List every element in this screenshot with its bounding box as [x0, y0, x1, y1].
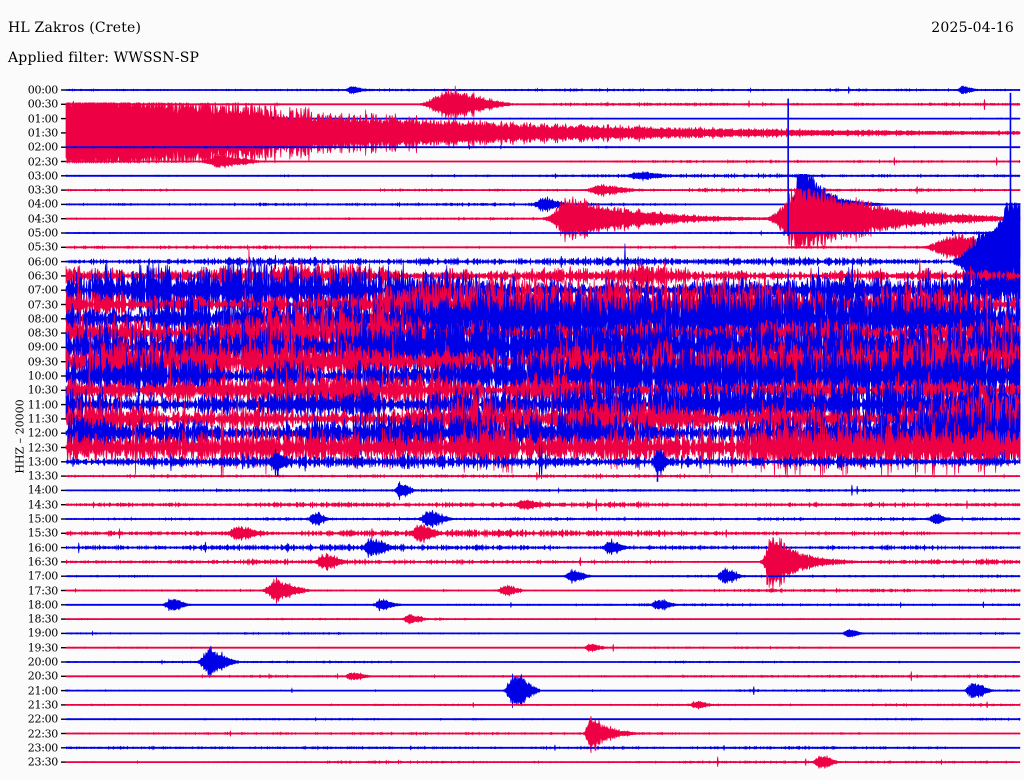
time-label-2000: 20:00: [27, 655, 59, 669]
time-label-0730: 07:30: [27, 298, 59, 311]
seismogram-canvas: [61, 85, 1021, 769]
time-label-1930: 19:30: [27, 641, 59, 655]
time-label-1630: 16:30: [27, 555, 59, 569]
time-label-1830: 18:30: [27, 612, 59, 626]
time-label-0400: 04:00: [27, 197, 59, 211]
time-label-1300: 13:00: [27, 455, 59, 469]
time-label-1400: 14:00: [27, 483, 59, 497]
trace-1630: [65, 536, 1021, 590]
time-label-0000: 00:00: [27, 83, 59, 97]
time-label-1800: 18:00: [27, 598, 59, 612]
trace-2000: [65, 645, 1021, 677]
time-axis: 00:00 00:30 01:00 01:30 02:00 02:30 03:00 03:30…: [0, 80, 66, 780]
station-title: HL Zakros (Crete): [8, 20, 142, 36]
time-label-1500: 15:00: [27, 512, 59, 526]
time-label-2330: 23:30: [27, 755, 59, 769]
time-label-0200: 02:00: [27, 140, 59, 154]
time-label-2200: 22:00: [27, 712, 59, 726]
time-label-0600: 06:00: [27, 255, 59, 269]
time-label-0030: 00:30: [27, 97, 59, 111]
time-label-1000: 10:00: [27, 369, 59, 383]
time-label-0530: 05:30: [27, 240, 59, 254]
time-label-2100: 21:00: [27, 684, 59, 698]
time-label-0130: 01:30: [27, 126, 59, 140]
time-label-2300: 23:00: [27, 741, 59, 755]
time-label-0930: 09:30: [27, 355, 59, 369]
time-label-0230: 02:30: [27, 155, 59, 168]
time-label-1600: 16:00: [27, 541, 59, 555]
applied-filter-label: Applied filter: WWSSN-SP: [8, 50, 200, 66]
time-label-1900: 19:00: [27, 626, 59, 640]
time-label-0700: 07:00: [27, 283, 59, 297]
time-label-0100: 01:00: [27, 112, 59, 126]
time-label-0430: 04:30: [27, 212, 59, 226]
time-label-1700: 17:00: [27, 569, 59, 583]
time-label-0300: 03:00: [27, 169, 59, 183]
time-label-0830: 08:30: [27, 326, 59, 340]
time-label-2030: 20:30: [27, 669, 59, 683]
time-label-1530: 15:30: [27, 526, 59, 540]
time-label-0630: 06:30: [27, 269, 59, 283]
time-label-1730: 17:30: [27, 584, 59, 597]
time-label-1100: 11:00: [27, 398, 59, 412]
time-label-0500: 05:00: [27, 226, 59, 240]
time-label-2130: 21:30: [27, 698, 59, 712]
helicorder-plot: 00:00 00:30 01:00 01:30 02:00 02:30 03:00 03:30…: [0, 80, 1024, 780]
time-label-2230: 22:30: [27, 727, 59, 740]
time-label-0330: 03:30: [27, 183, 59, 197]
time-label-1200: 12:00: [27, 426, 59, 440]
time-label-0800: 08:00: [27, 312, 59, 326]
amplitude-axis-label: HHZ – 20000: [13, 399, 27, 474]
trace-0530: [65, 232, 1021, 261]
time-label-1230: 12:30: [27, 441, 59, 454]
time-label-1430: 14:30: [27, 498, 59, 512]
time-label-0900: 09:00: [27, 340, 59, 354]
time-label-1130: 11:30: [27, 412, 59, 426]
record-date: 2025-04-16: [931, 20, 1014, 36]
time-label-1030: 10:30: [27, 383, 59, 397]
time-label-1330: 13:30: [27, 469, 59, 483]
